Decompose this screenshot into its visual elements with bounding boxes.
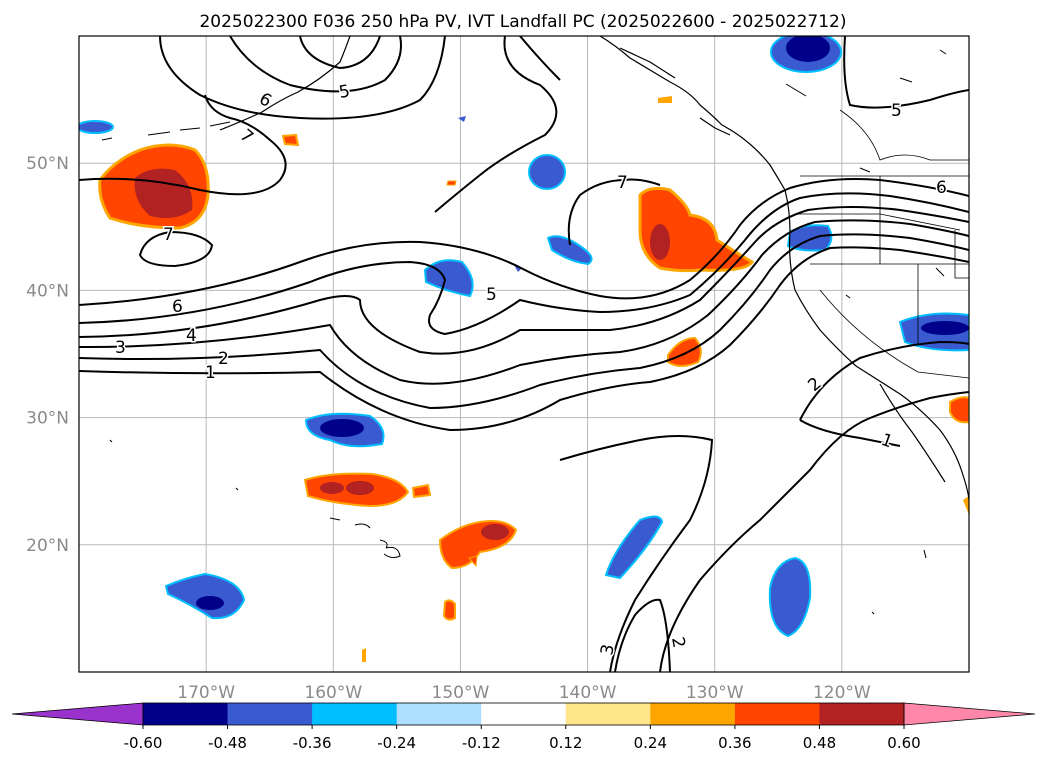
colorbar-tick-label: 0.24 [634, 734, 667, 752]
map-frame [78, 35, 970, 673]
gridlines [79, 36, 969, 672]
colorbar-tick-label: -0.36 [293, 734, 332, 752]
contour-label-5c: 5 [891, 101, 902, 121]
contour-label-3a: 3 [115, 338, 126, 358]
contour-label-3b: 3 [597, 643, 619, 657]
colorbar: -0.60 -0.48 -0.36 -0.24 -0.12 0.12 0.24 0.36 0.4… [11, 702, 1036, 752]
colorbar-tick-label: 0.36 [718, 734, 751, 752]
colorbar-cell [565, 703, 651, 725]
map-area [79, 36, 969, 672]
colorbar-tick-label: -0.12 [462, 734, 501, 752]
latitude-labels: 50°N 40°N 30°N 20°N [26, 154, 69, 556]
contour-label-6a: 6 [172, 297, 183, 317]
longitude-tick-label: 120°W [813, 683, 871, 703]
colorbar-tick-label: -0.60 [124, 734, 163, 752]
islands [101, 49, 947, 615]
latitude-tick-label: 30°N [26, 409, 69, 429]
contour-label-5b: 5 [486, 285, 497, 305]
colorbar-cell [143, 703, 229, 725]
chart-title: 2025022300 F036 250 hPa PV, IVT Landfall… [199, 12, 846, 32]
contour-label-2a: 2 [218, 349, 229, 369]
contour-label-4: 4 [186, 326, 197, 346]
colorbar-over-triangle [903, 702, 1036, 726]
contour-label-1a: 1 [205, 363, 216, 383]
colorbar-tick-label: -0.48 [208, 734, 247, 752]
latitude-tick-label: 50°N [26, 154, 69, 174]
colorbar-tick-label: -0.24 [377, 734, 416, 752]
colorbar-cell [481, 703, 567, 725]
colorbar-cell [819, 703, 905, 725]
contour-label-5a: 5 [337, 81, 351, 103]
longitude-labels: 170°W 160°W 150°W 140°W 130°W 120°W [177, 683, 871, 703]
contour-label-6c: 6 [936, 178, 947, 198]
contour-label-7c: 7 [617, 173, 628, 193]
longitude-tick-label: 160°W [304, 683, 362, 703]
longitude-tick-label: 170°W [177, 683, 235, 703]
positive-anomaly-regions [98, 96, 969, 662]
colorbar-under-triangle [11, 702, 144, 726]
negative-anomaly-regions [79, 36, 969, 638]
longitude-tick-label: 130°W [686, 683, 744, 703]
colorbar-tick-label: 0.12 [549, 734, 582, 752]
colorbar-cell [312, 703, 398, 725]
colorbar-tick-label: 0.60 [887, 734, 920, 752]
colorbar-cell [650, 703, 736, 725]
coastlines [219, 36, 969, 501]
latitude-tick-label: 40°N [26, 281, 69, 301]
longitude-tick-label: 140°W [559, 683, 617, 703]
latitude-tick-label: 20°N [26, 536, 69, 556]
colorbar-cell [734, 703, 820, 725]
contour-label-7b: 7 [163, 225, 174, 245]
colorbar-cell [227, 703, 313, 725]
colorbar-cell [396, 703, 482, 725]
colorbar-tick-label: 0.48 [803, 734, 836, 752]
contour-lines [79, 36, 969, 672]
contour-label-2c: 2 [667, 635, 689, 649]
longitude-tick-label: 150°W [432, 683, 490, 703]
